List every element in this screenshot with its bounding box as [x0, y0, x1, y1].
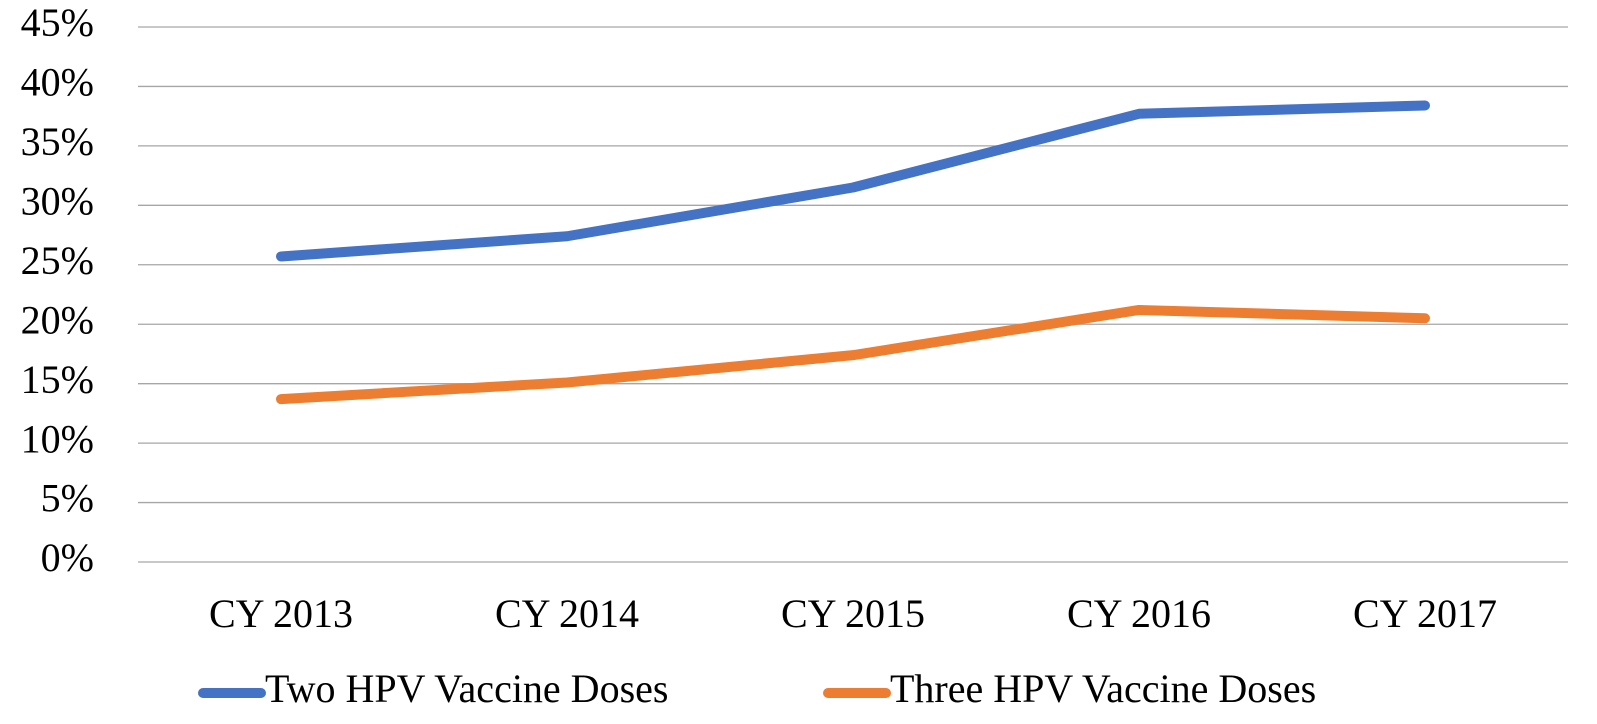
y-tick-label: 20%	[21, 297, 94, 342]
line-series	[276, 304, 1430, 405]
y-tick-label: 40%	[21, 60, 94, 105]
y-tick-label: 45%	[21, 0, 94, 45]
y-tick-label: 10%	[21, 416, 94, 461]
x-tick-label: CY 2015	[781, 591, 925, 636]
y-tick-label: 15%	[21, 357, 94, 402]
y-tick-label: 0%	[41, 535, 94, 580]
line-series	[276, 100, 1430, 262]
x-tick-label: CY 2016	[1067, 591, 1211, 636]
x-tick-label: CY 2017	[1353, 591, 1497, 636]
x-tick-label: CY 2013	[209, 591, 353, 636]
y-tick-label: 35%	[21, 119, 94, 164]
x-tick-label: CY 2014	[495, 591, 639, 636]
y-tick-label: 5%	[41, 476, 94, 521]
legend-label: Two HPV Vaccine Doses	[265, 666, 668, 711]
y-tick-label: 30%	[21, 179, 94, 224]
legend-label: Three HPV Vaccine Doses	[890, 666, 1316, 711]
y-tick-label: 25%	[21, 238, 94, 283]
